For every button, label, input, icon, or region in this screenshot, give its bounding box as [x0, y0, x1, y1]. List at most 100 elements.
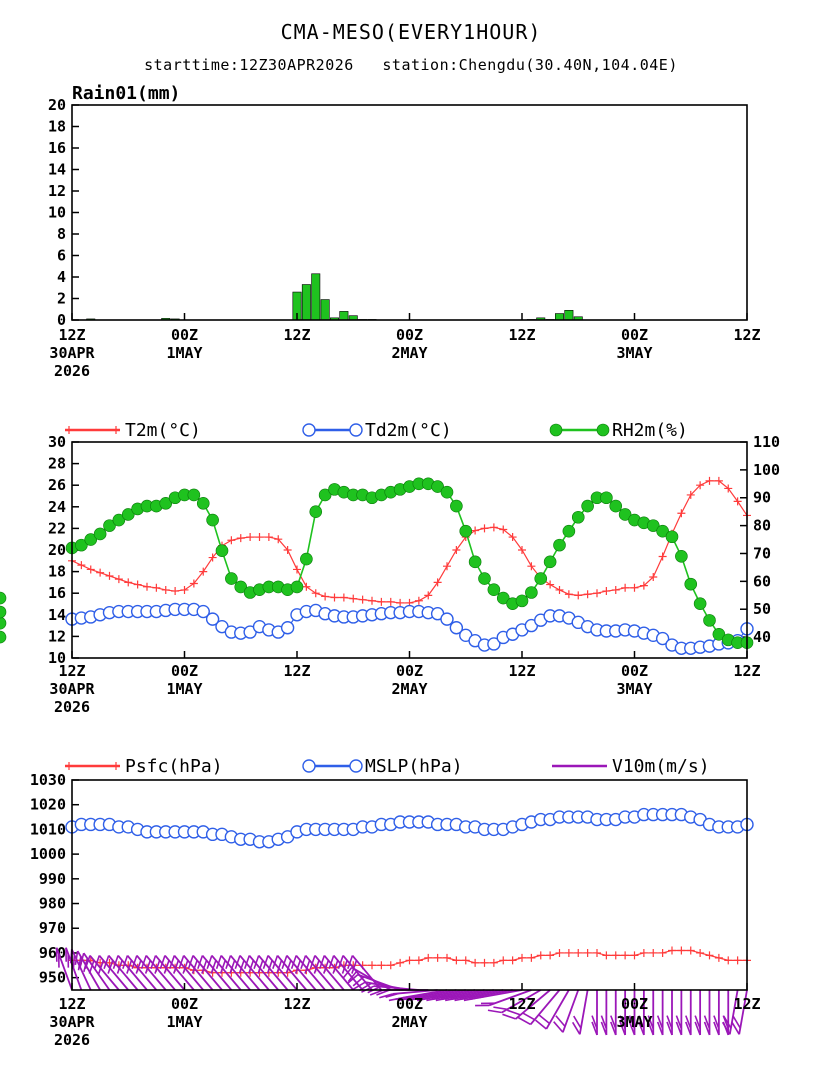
psfc-series-point: [611, 951, 620, 960]
wind-barb: [55, 947, 73, 991]
wind-barb-shaft: [126, 954, 158, 991]
t2m-series-point: [593, 589, 601, 598]
y-tick-label: 28: [48, 455, 66, 473]
psfc-series-point: [527, 953, 536, 962]
legend-rh2m-swatch-marker: [549, 423, 563, 437]
y-tick-label: 4: [57, 268, 66, 286]
legend-td2m-label: Td2m(°C): [365, 420, 452, 441]
t2m-series-point: [386, 597, 395, 606]
wind-barb-feather: [93, 955, 101, 970]
wind-barb-feather: [135, 960, 142, 974]
wind-barb-feather: [346, 974, 359, 985]
psfc-series-point: [593, 948, 601, 957]
wind-barb-shaft: [402, 989, 448, 999]
td2m-series-point: [449, 621, 464, 635]
wind-barb: [656, 990, 664, 1036]
wind-barb: [215, 954, 251, 991]
x-tick-label: 12Z: [283, 995, 310, 1013]
wind-barb-feather: [379, 993, 394, 999]
wind-barb-feather: [517, 1016, 531, 1026]
psfc-series-point: [377, 961, 386, 970]
x-tick-label: 00Z: [621, 662, 648, 680]
wind-barb-feather: [600, 1021, 608, 1036]
rh2m-series-line: [71, 483, 747, 644]
t2m-series-point: [499, 525, 508, 534]
wind-barb-feather: [628, 1021, 636, 1036]
x-tick-label: 00Z: [171, 995, 198, 1013]
wind-barb-feather: [103, 955, 110, 970]
wind-barb-shaft: [211, 954, 242, 991]
wind-barb-shaft: [515, 989, 551, 1020]
psfc-series-point: [452, 956, 461, 965]
rh2m-series-point: [646, 519, 660, 532]
psfc-series-point: [518, 953, 526, 962]
wind-barb-shaft: [108, 954, 139, 991]
rain-panel: 02468101214161820Rain01(mm)12Z30APR20260…: [48, 83, 761, 380]
psfc-series-point: [696, 948, 705, 957]
wind-barb-feather: [168, 955, 176, 970]
x-tick-label: 00Z: [396, 662, 423, 680]
rain-bar: [339, 311, 349, 321]
t2m-series-point: [283, 546, 292, 554]
y-tick-label: 22: [48, 519, 66, 537]
wind-barb: [262, 954, 298, 991]
rh2m-series-point: [515, 594, 529, 608]
y-tick-label: 1030: [30, 771, 66, 789]
legend-t2m-swatch-marker: [65, 426, 73, 434]
rh2m-series-point: [300, 552, 313, 566]
psfc-series-point: [414, 956, 423, 965]
wind-barb-shaft: [258, 954, 289, 991]
y2-tick-label: 60: [753, 572, 771, 590]
rh2m-series-point: [84, 533, 98, 546]
t2m-series-point: [152, 583, 161, 592]
t2m-series-point: [321, 592, 330, 601]
psfc-series-point: [461, 956, 470, 965]
x-tick-date: 3MAY: [616, 344, 652, 362]
wind-barb: [309, 954, 345, 991]
wind-barb: [502, 989, 551, 1020]
wind-barb-feather: [656, 1021, 664, 1036]
wind-barb: [150, 954, 186, 991]
wind-barb-feather: [150, 955, 157, 970]
t2m-series-point: [77, 561, 86, 570]
wind-barb-shaft: [468, 989, 513, 999]
t2m-series-point: [696, 481, 705, 490]
rh2m-series-point: [75, 538, 88, 552]
wind-barb: [721, 989, 739, 1035]
wind-barb-shaft: [267, 954, 298, 991]
td2m-series-point: [196, 604, 210, 619]
rh2m-series-point: [478, 572, 491, 585]
wind-barb-feather: [647, 1021, 654, 1036]
wind-barb-feather: [591, 1015, 598, 1029]
rh2m-series-point: [459, 524, 473, 538]
x-tick-year: 2026: [54, 362, 90, 380]
x-tick-label: 00Z: [396, 995, 423, 1013]
wind-barb-feather: [460, 995, 475, 1001]
t2m-series-point: [264, 533, 273, 542]
wind-barb: [475, 989, 532, 1007]
wind-barb: [731, 989, 748, 1035]
t2m-series-point: [96, 568, 105, 577]
wind-barb-feather: [685, 1015, 692, 1029]
y-tick-label: 12: [48, 627, 66, 645]
t2m-series-point: [714, 476, 723, 485]
wind-barb-feather: [281, 955, 288, 970]
wind-barb-feather: [116, 960, 123, 974]
wind-barb-feather: [376, 989, 390, 996]
psfc-series-point: [677, 946, 686, 955]
rh2m-series-point: [0, 605, 7, 619]
thermo-plot-frame: [71, 441, 748, 659]
wind-barb: [694, 990, 702, 1036]
wind-barb-feather: [347, 955, 354, 970]
wind-barb: [407, 989, 466, 1002]
y-tick-label: 24: [48, 498, 66, 516]
wind-barb-shaft: [430, 989, 476, 999]
chart-title: CMA-MESO(EVERY1HOUR): [280, 20, 542, 44]
td2m-series-point: [440, 612, 454, 626]
wind-barb-feather: [347, 970, 358, 983]
wind-barb-feather: [369, 989, 384, 996]
wind-barb-feather: [262, 955, 269, 970]
wind-barb-shaft: [164, 954, 195, 991]
wind-barb-feather: [555, 1015, 566, 1027]
t2m-series-point: [358, 595, 367, 604]
